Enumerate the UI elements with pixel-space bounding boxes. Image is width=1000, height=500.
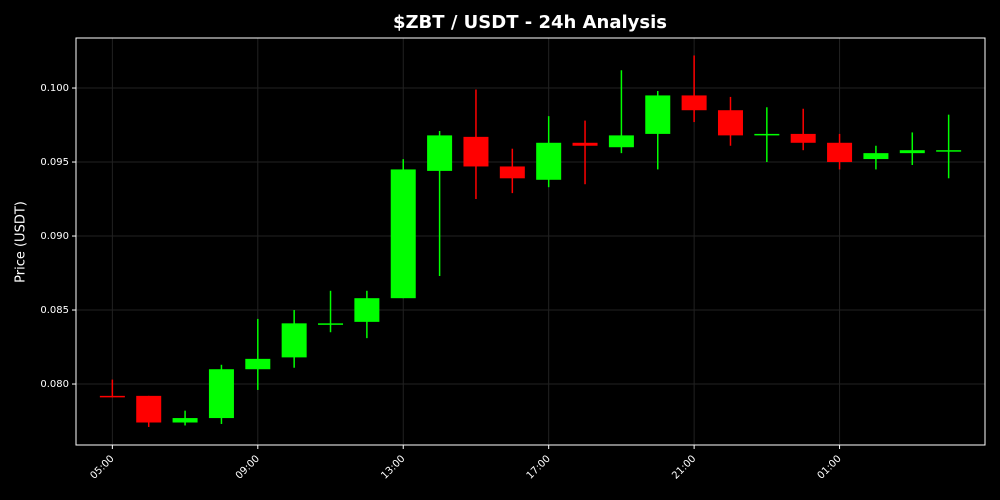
candle-body [136, 395, 162, 423]
candle-body [245, 358, 271, 370]
candle-body [281, 323, 307, 358]
candle-body [608, 135, 634, 148]
candle-body [717, 110, 743, 136]
candle-body [208, 369, 234, 419]
y-tick-label: 0.090 [40, 231, 69, 242]
candle-body [645, 95, 671, 134]
candle-body [899, 150, 925, 154]
candle-body [572, 142, 598, 146]
candle-body [790, 133, 816, 143]
candle-body [318, 323, 344, 325]
y-tick-label: 0.100 [40, 83, 69, 94]
candle-body [936, 150, 962, 152]
y-tick-label: 0.085 [40, 305, 69, 316]
candle-body [754, 133, 780, 136]
chart-title: $ZBT / USDT - 24h Analysis [393, 12, 667, 33]
y-tick-label: 0.095 [40, 157, 69, 168]
candle-body [463, 136, 489, 167]
candle-body [427, 135, 453, 171]
candle-body [99, 395, 125, 398]
candle-body [172, 418, 198, 423]
y-axis-label: Price (USDT) [14, 201, 29, 283]
candle-body [863, 153, 889, 160]
candle-body [390, 169, 416, 299]
candle-body [827, 142, 853, 163]
y-tick-label: 0.080 [40, 379, 69, 390]
plot-frame [75, 37, 986, 446]
candle-body [354, 298, 380, 322]
candle-body [536, 142, 562, 180]
candle-body [499, 166, 525, 179]
candle-body [681, 95, 707, 111]
